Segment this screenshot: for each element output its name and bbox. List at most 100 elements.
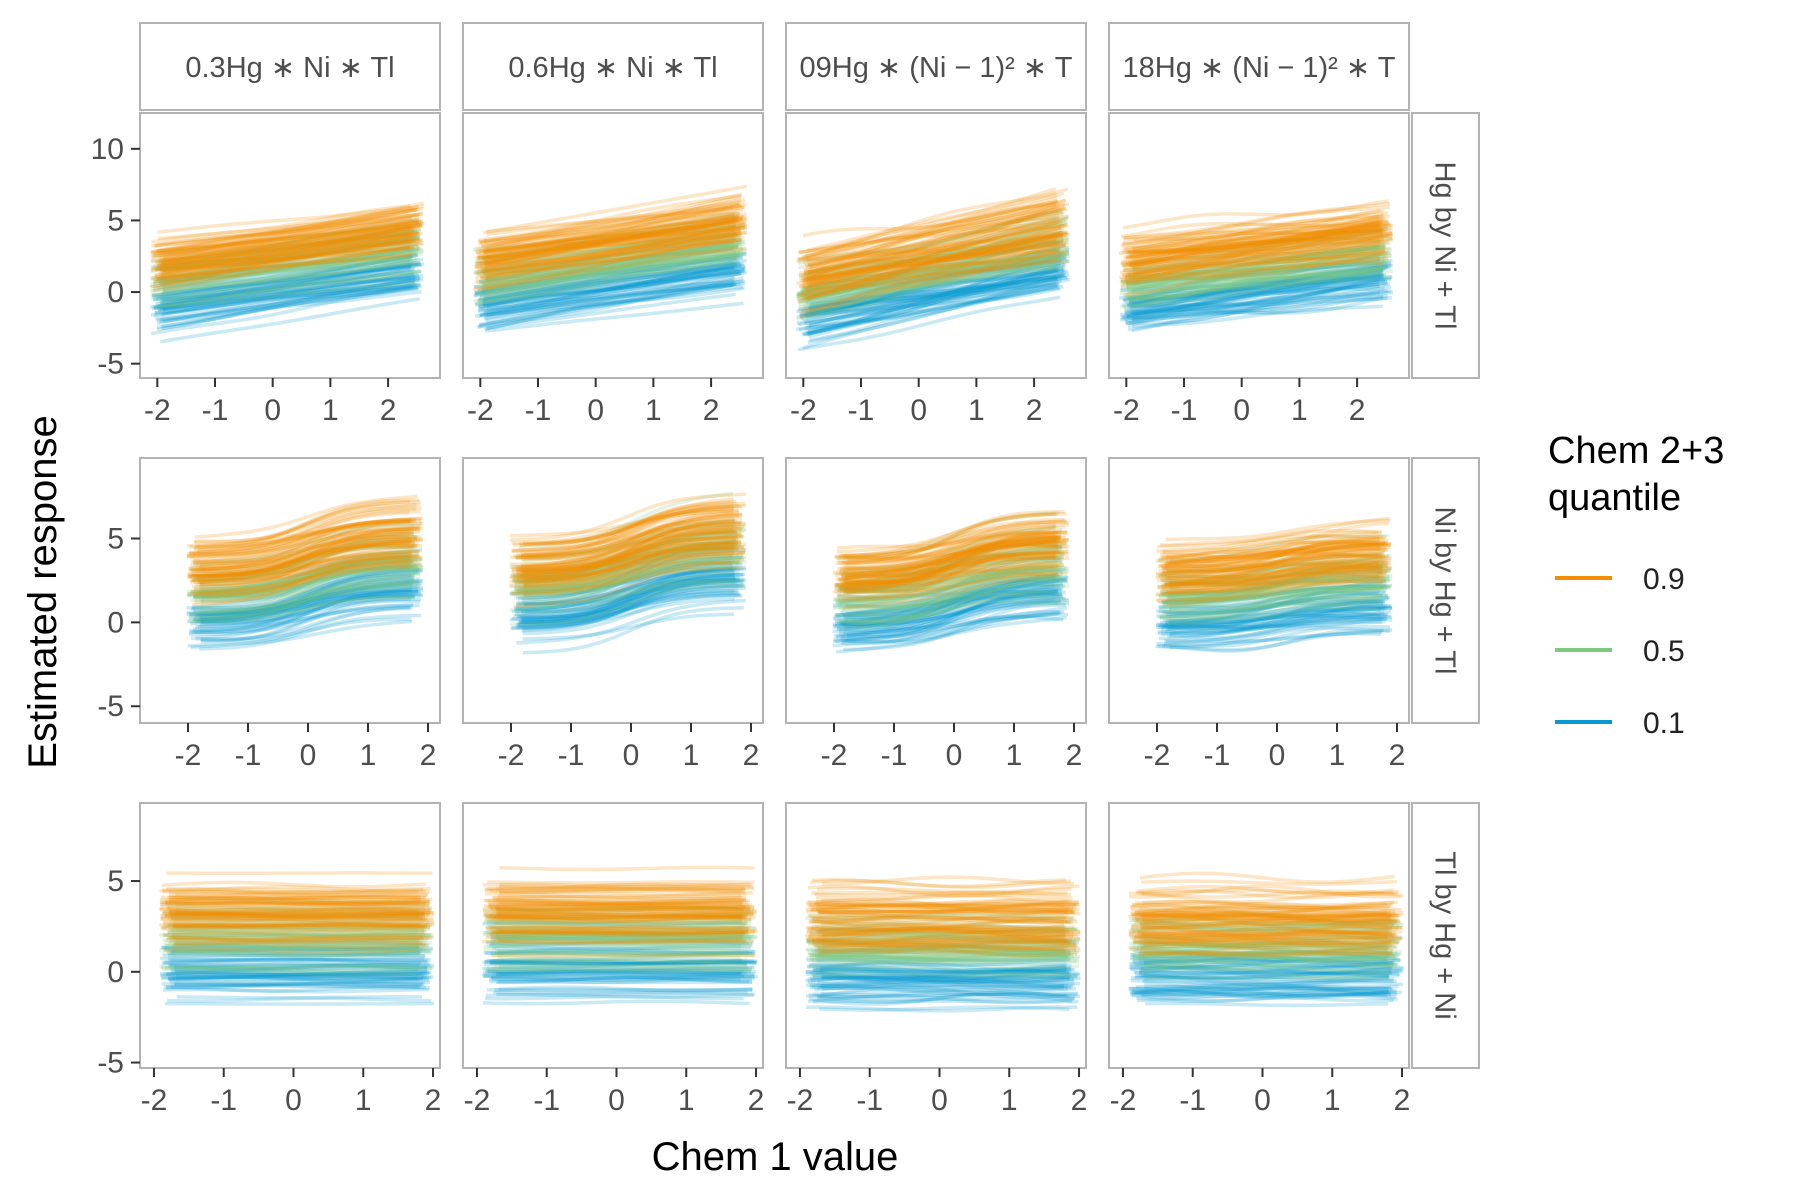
series-line-0.9 [1161,554,1389,576]
series-line-0.9 [474,228,735,284]
series-line-0.1 [796,275,1068,332]
series-line-0.1 [1126,263,1394,306]
series-line-0.1 [484,271,742,317]
series-line-0.1 [478,266,738,307]
series-line-0.5 [1130,924,1397,938]
series-line-0.5 [1166,576,1389,599]
series-line-0.5 [1162,574,1393,597]
series-line-0.9 [802,199,1059,259]
series-line-0.1 [168,975,420,984]
series-line-0.9 [191,537,412,583]
series-line-0.9 [187,535,419,576]
panel-background [463,803,763,1068]
series-line-0.9 [512,511,733,553]
series-line-0.1 [1123,277,1387,322]
series-line-0.9 [150,207,418,255]
series-line-0.9 [808,918,1069,932]
x-tick-label: -1 [881,739,908,772]
series-line-0.9 [192,532,415,565]
series-line-0.9 [810,915,1067,928]
series-line-0.1 [1123,252,1380,302]
series-line-0.1 [1131,990,1397,998]
series-line-0.1 [805,276,1058,335]
series-line-0.1 [1125,290,1381,325]
series-line-0.9 [494,928,756,934]
series-line-0.5 [158,249,419,282]
series-line-0.5 [812,952,1070,963]
series-line-0.9 [482,883,752,889]
series-line-0.9 [498,914,745,921]
series-line-0.9 [1161,548,1387,575]
series-line-0.9 [839,530,1058,582]
series-line-0.9 [1156,575,1380,596]
series-line-0.1 [1131,281,1388,315]
series-line-0.9 [815,906,1069,912]
series-line-0.5 [841,525,1066,578]
series-line-0.5 [820,950,1067,958]
series-line-0.9 [820,897,1080,910]
series-line-0.9 [163,233,419,263]
series-line-0.9 [810,878,1072,890]
x-tick-label: 0 [1269,739,1286,772]
series-line-0.5 [156,240,412,272]
series-line-0.9 [796,249,1060,299]
series-line-0.9 [836,530,1067,571]
series-line-0.9 [484,214,745,254]
series-line-0.5 [486,240,734,291]
series-line-0.1 [490,935,742,941]
series-line-0.1 [478,285,744,318]
series-line-0.5 [518,542,742,585]
series-line-0.1 [806,269,1065,320]
series-line-0.5 [163,940,433,945]
series-line-0.9 [164,931,425,940]
series-line-0.9 [816,934,1065,945]
series-line-0.5 [1119,253,1386,284]
x-tick-label: -2 [821,739,848,772]
series-line-0.9 [1139,888,1399,900]
series-line-0.9 [165,899,430,906]
series-line-0.5 [486,931,758,940]
series-line-0.1 [1165,603,1388,631]
series-line-0.1 [188,588,423,635]
series-line-0.9 [839,542,1058,574]
series-line-0.9 [844,530,1061,567]
series-line-0.5 [1167,560,1388,585]
series-line-0.5 [484,253,735,293]
series-line-0.5 [167,929,418,937]
series-line-0.5 [498,935,743,942]
series-line-0.5 [199,572,421,614]
series-line-0.5 [1134,920,1395,926]
y-tick-label: -5 [97,1047,124,1080]
series-line-0.9 [797,206,1065,261]
series-line-0.9 [154,223,411,271]
series-line-0.1 [161,284,422,331]
series-line-0.9 [483,208,743,243]
series-line-0.9 [1122,216,1385,245]
series-line-0.1 [476,251,747,303]
series-line-0.1 [1137,994,1394,1003]
series-line-0.5 [494,963,747,968]
series-line-0.1 [808,992,1073,1007]
row-strip: Hg by Ni + Tl [1411,112,1480,379]
series-line-0.5 [846,568,1068,595]
series-line-0.5 [162,252,417,295]
series-line-0.5 [805,250,1063,304]
series-line-0.5 [844,542,1063,592]
series-line-0.5 [1124,267,1381,300]
series-line-0.1 [809,259,1065,314]
panel-background [140,803,440,1068]
series-line-0.9 [1128,226,1384,268]
series-line-0.1 [489,960,747,966]
series-line-0.9 [520,534,744,572]
series-line-0.5 [484,257,736,296]
series-line-0.9 [1162,534,1387,554]
series-line-0.9 [836,522,1069,550]
series-line-0.5 [839,570,1070,605]
series-line-0.5 [476,235,735,276]
series-line-0.5 [488,930,749,937]
series-line-0.5 [818,928,1065,941]
series-line-0.5 [192,521,422,574]
series-line-0.9 [816,902,1081,908]
series-line-0.5 [520,546,739,574]
series-line-0.1 [844,603,1066,642]
